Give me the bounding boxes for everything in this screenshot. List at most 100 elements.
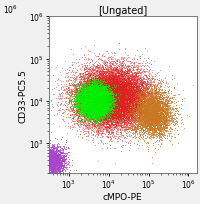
- Point: [138, 114, 141, 118]
- Point: [114, 89, 117, 92]
- Point: [126, 101, 129, 104]
- Point: [135, 86, 138, 89]
- Point: [97, 84, 101, 88]
- Point: [105, 109, 108, 112]
- Point: [128, 95, 131, 98]
- Point: [134, 69, 137, 73]
- Point: [132, 82, 135, 85]
- Point: [153, 96, 156, 99]
- Point: [142, 114, 145, 117]
- Point: [142, 116, 145, 119]
- Point: [88, 73, 91, 76]
- Point: [124, 121, 127, 124]
- Point: [134, 98, 137, 101]
- Point: [56, 175, 59, 178]
- Point: [132, 115, 136, 119]
- Point: [143, 114, 146, 117]
- Point: [154, 106, 157, 110]
- Point: [56, 165, 59, 168]
- Point: [107, 77, 110, 81]
- Point: [94, 103, 98, 106]
- Point: [116, 101, 119, 104]
- Point: [114, 81, 118, 84]
- Point: [113, 87, 116, 90]
- Point: [84, 109, 87, 112]
- Point: [153, 136, 156, 139]
- Point: [103, 111, 106, 114]
- Point: [86, 94, 90, 97]
- Point: [98, 95, 101, 98]
- Point: [109, 123, 112, 126]
- Point: [114, 94, 117, 97]
- Point: [107, 103, 110, 106]
- Point: [110, 109, 113, 112]
- Point: [141, 87, 144, 90]
- Point: [108, 143, 112, 147]
- Point: [101, 109, 104, 113]
- Point: [95, 96, 98, 99]
- Point: [107, 96, 111, 100]
- Point: [102, 79, 105, 82]
- Point: [107, 117, 111, 120]
- Point: [101, 96, 104, 99]
- Point: [114, 113, 117, 116]
- Point: [96, 86, 99, 89]
- Point: [87, 101, 91, 105]
- Point: [119, 98, 122, 101]
- Point: [92, 101, 96, 104]
- Point: [97, 117, 100, 120]
- Point: [99, 98, 102, 101]
- Point: [86, 101, 89, 104]
- Point: [98, 127, 101, 131]
- Point: [104, 84, 107, 88]
- Point: [92, 81, 95, 85]
- Point: [108, 110, 111, 113]
- Point: [91, 92, 95, 96]
- Point: [95, 90, 98, 93]
- Point: [101, 78, 104, 81]
- Point: [93, 103, 96, 106]
- Point: [79, 113, 82, 116]
- Point: [105, 82, 108, 85]
- Point: [152, 128, 156, 132]
- Point: [49, 175, 53, 179]
- Point: [99, 100, 102, 104]
- Point: [102, 95, 105, 98]
- Point: [101, 98, 104, 101]
- Point: [87, 94, 90, 98]
- Point: [94, 82, 97, 85]
- Point: [98, 101, 101, 104]
- Point: [95, 110, 98, 114]
- Point: [109, 147, 112, 150]
- Point: [97, 97, 100, 100]
- Point: [95, 115, 98, 119]
- Point: [139, 124, 142, 127]
- Point: [118, 89, 121, 92]
- Point: [54, 157, 57, 160]
- Point: [94, 101, 97, 104]
- Point: [114, 90, 117, 93]
- Point: [57, 156, 60, 160]
- Point: [152, 102, 155, 106]
- Point: [83, 122, 86, 125]
- Point: [145, 82, 148, 85]
- Point: [53, 155, 56, 159]
- Point: [99, 107, 102, 110]
- Point: [119, 72, 122, 76]
- Point: [99, 96, 102, 100]
- Point: [128, 87, 132, 91]
- Point: [144, 115, 147, 118]
- Point: [108, 109, 111, 113]
- Point: [156, 118, 159, 121]
- Point: [147, 110, 150, 113]
- Point: [95, 95, 99, 98]
- Point: [91, 98, 95, 101]
- Point: [98, 99, 101, 102]
- Point: [79, 102, 82, 105]
- Point: [130, 93, 133, 97]
- Point: [121, 95, 124, 98]
- Point: [126, 90, 129, 93]
- Point: [134, 87, 137, 91]
- Point: [94, 98, 97, 101]
- Point: [107, 104, 111, 107]
